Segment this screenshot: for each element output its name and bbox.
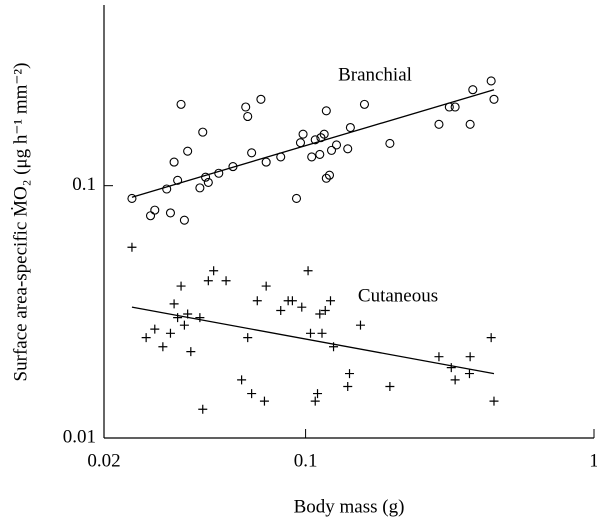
series-label: Cutaneous — [358, 285, 438, 306]
data-point — [237, 375, 247, 385]
data-point — [489, 94, 499, 104]
data-point — [324, 170, 335, 180]
data-point — [315, 149, 325, 159]
data-point — [464, 369, 474, 379]
data-point — [176, 99, 186, 109]
data-point — [261, 157, 271, 167]
data-point — [355, 320, 365, 330]
y-tick-label: 0.1 — [72, 174, 96, 195]
data-point — [486, 333, 496, 343]
data-point — [179, 320, 189, 330]
data-point — [310, 135, 320, 145]
data-point — [198, 127, 208, 137]
data-point — [486, 76, 496, 86]
data-point — [127, 242, 137, 252]
data-point — [179, 215, 189, 225]
x-axis-label: Body mass (g) — [294, 496, 405, 517]
data-point — [468, 85, 478, 95]
data-point — [298, 129, 308, 139]
data-point — [243, 333, 253, 343]
data-point — [276, 306, 286, 316]
data-point — [385, 138, 395, 149]
data-point — [321, 173, 331, 183]
data-point — [198, 404, 208, 414]
data-point — [450, 375, 460, 385]
data-point — [450, 102, 460, 112]
data-point — [307, 152, 317, 162]
data-point — [295, 138, 306, 148]
data-point — [434, 119, 444, 129]
data-point — [291, 193, 302, 203]
data-point — [247, 389, 257, 399]
data-point — [317, 328, 327, 338]
data-point — [315, 309, 325, 319]
data-point — [297, 302, 307, 312]
data-point — [127, 193, 137, 203]
data-point — [331, 140, 342, 150]
data-point — [169, 299, 179, 309]
y-axis-label: Surface area-specific ṀO₂ (μg h⁻¹ mm⁻²) — [10, 63, 31, 382]
data-point — [195, 183, 205, 193]
data-point — [169, 157, 179, 167]
data-point — [310, 396, 320, 406]
data-point — [385, 381, 395, 391]
data-point — [162, 184, 172, 194]
fit-line — [131, 89, 495, 198]
data-point — [203, 177, 213, 187]
data-point — [259, 396, 269, 406]
data-point — [186, 347, 196, 357]
data-point — [303, 266, 313, 276]
data-point — [319, 129, 329, 139]
data-point — [465, 119, 475, 129]
data-point — [434, 352, 444, 362]
data-point — [261, 281, 271, 291]
data-point — [325, 296, 335, 306]
data-point — [345, 122, 355, 133]
data-point — [345, 369, 355, 379]
data-point — [465, 352, 475, 362]
data-point — [165, 328, 175, 338]
data-point — [176, 281, 186, 291]
data-point — [150, 324, 160, 334]
data-point — [256, 94, 266, 104]
data-point — [343, 144, 353, 154]
data-point — [313, 389, 323, 399]
y-tick-label: 0.01 — [63, 426, 96, 447]
data-point — [243, 111, 253, 122]
data-point — [306, 328, 316, 338]
data-point — [201, 172, 211, 182]
x-tick-label: 0.02 — [87, 450, 120, 471]
data-point — [221, 276, 231, 286]
data-point — [165, 208, 176, 218]
data-point — [183, 146, 193, 156]
data-point — [359, 99, 370, 109]
data-point — [145, 211, 156, 221]
data-point — [209, 266, 219, 276]
x-tick-label: 1 — [589, 450, 597, 471]
data-point — [173, 313, 183, 323]
x-tick-label: 0.1 — [294, 450, 318, 471]
data-point — [287, 296, 297, 306]
data-point — [158, 342, 168, 352]
data-point — [489, 396, 499, 406]
data-point — [241, 102, 251, 112]
data-point — [195, 313, 205, 323]
data-point — [247, 148, 257, 158]
data-point — [321, 106, 331, 116]
data-point — [252, 296, 262, 306]
data-point — [150, 205, 160, 215]
data-point — [320, 306, 330, 316]
series-label: Branchial — [338, 64, 412, 85]
data-point — [141, 333, 151, 343]
data-point — [446, 363, 456, 373]
data-point — [326, 145, 337, 155]
data-point — [203, 276, 213, 286]
data-point — [343, 381, 353, 391]
fit-line — [131, 306, 495, 375]
